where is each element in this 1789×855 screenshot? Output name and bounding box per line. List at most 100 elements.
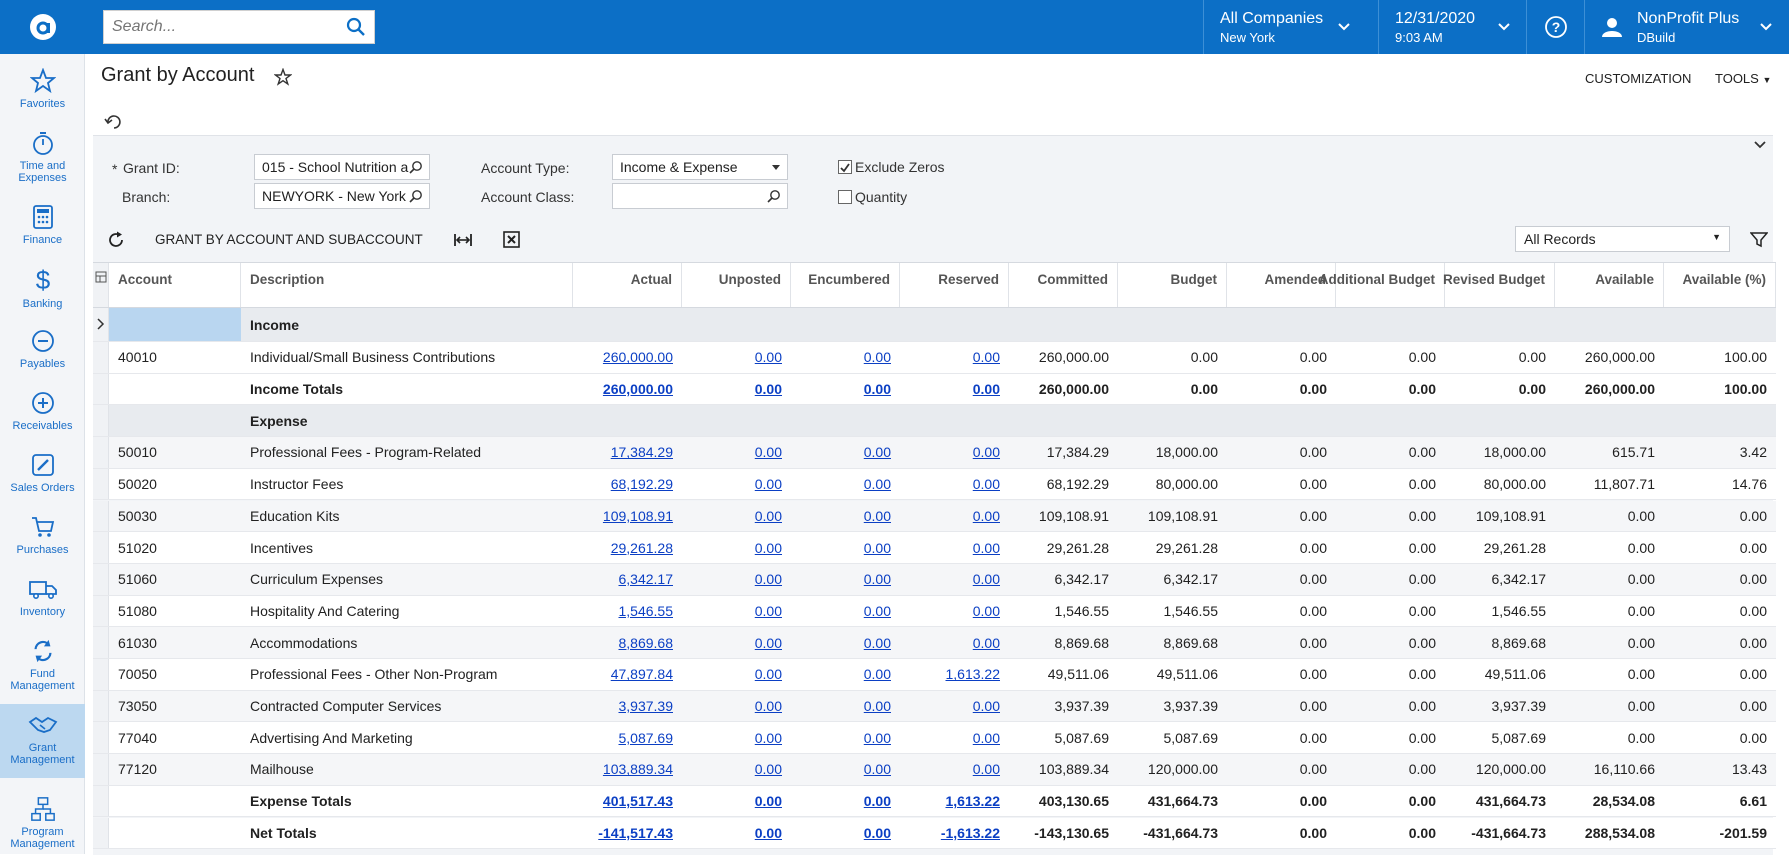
cell-link[interactable]: 0.00 (863, 381, 891, 398)
cell-reserved[interactable]: 0.00 (900, 437, 1009, 468)
cell-link[interactable]: 47,897.84 (610, 666, 673, 683)
account-class-field[interactable] (612, 183, 788, 209)
cell-encumbered[interactable]: 0.00 (791, 722, 900, 753)
table-row[interactable]: 73050 Contracted Computer Services 3,937.3… (93, 690, 1776, 723)
cell-link[interactable]: 0.00 (863, 666, 891, 683)
cell-link[interactable]: 0.00 (754, 824, 782, 841)
column-header-unposted[interactable]: Unposted (682, 263, 791, 307)
cell-link[interactable]: 401,517.43 (602, 793, 673, 810)
row-selector[interactable] (93, 373, 109, 405)
sidebar-item-favorites[interactable]: Favorites (0, 60, 85, 122)
cell-link[interactable]: 29,261.28 (610, 539, 673, 556)
app-logo[interactable] (0, 0, 85, 54)
cell-unposted[interactable]: 0.00 (682, 596, 791, 627)
row-selector[interactable] (93, 722, 109, 754)
group-row[interactable]: Expense (93, 405, 1776, 438)
search-icon[interactable] (346, 17, 366, 37)
column-header-additional[interactable]: Additional Budget (1319, 263, 1445, 307)
cell-encumbered[interactable]: 0.00 (791, 342, 900, 373)
cell-actual[interactable]: 6,342.17 (573, 564, 682, 595)
fit-columns-icon[interactable] (453, 232, 473, 248)
sidebar-item-fund-management[interactable]: Fund Management (0, 630, 85, 692)
column-header-account[interactable]: Account (109, 263, 241, 307)
row-selector[interactable] (93, 437, 109, 468)
cell-link[interactable]: 0.00 (972, 729, 1000, 746)
table-row[interactable]: 51020 Incentives 29,261.28 0.00 0.00 0.00 29,2… (93, 532, 1776, 564)
cell-reserved[interactable]: 1,613.22 (900, 786, 1009, 817)
cell-actual[interactable]: 260,000.00 (573, 374, 682, 405)
lookup-search-icon[interactable] (767, 189, 781, 203)
cell-actual[interactable]: 8,869.68 (573, 627, 682, 658)
cell-actual[interactable]: 68,192.29 (573, 469, 682, 500)
cell-actual[interactable]: 5,087.69 (573, 722, 682, 753)
row-selector[interactable] (93, 659, 109, 690)
cell-link[interactable]: 260,000.00 (602, 349, 673, 366)
cell-encumbered[interactable]: 0.00 (791, 627, 900, 658)
undo-icon[interactable] (104, 114, 122, 130)
cell-link[interactable]: 0.00 (972, 602, 1000, 619)
cell-link[interactable]: 6,342.17 (618, 571, 674, 588)
user-menu[interactable]: NonProfit Plus DBuild (1584, 0, 1789, 54)
column-header-committed[interactable]: Committed (1009, 263, 1118, 307)
cell-link[interactable]: 0.00 (863, 698, 891, 715)
cell-link[interactable]: 0.00 (863, 539, 891, 556)
cell-link[interactable]: 103,889.34 (602, 761, 673, 778)
table-row[interactable]: 51080 Hospitality And Catering 1,546.55 0.0… (93, 595, 1776, 628)
cell-encumbered[interactable]: 0.00 (791, 786, 900, 817)
column-settings-icon[interactable] (93, 263, 109, 307)
cell-reserved[interactable]: 0.00 (900, 501, 1009, 532)
cell-link[interactable]: 109,108.91 (602, 507, 673, 524)
cell-link[interactable]: 0.00 (754, 698, 782, 715)
cell-link[interactable]: 0.00 (863, 444, 891, 461)
cell-link[interactable]: 0.00 (972, 476, 1000, 493)
global-search[interactable] (103, 10, 375, 44)
row-selector[interactable] (93, 405, 109, 437)
collapse-chevron-icon[interactable] (1753, 139, 1767, 151)
cell-link[interactable]: -141,517.43 (598, 824, 673, 841)
cell-encumbered[interactable]: 0.00 (791, 754, 900, 785)
grant-id-field[interactable]: 015 - School Nutrition a (254, 154, 430, 180)
sidebar-item-grant-management[interactable]: Grant Management (0, 704, 85, 778)
cell-link[interactable]: 0.00 (972, 698, 1000, 715)
row-selector-chevron-icon[interactable] (93, 308, 109, 341)
tools-menu[interactable]: TOOLS ▼ (1715, 71, 1771, 86)
cell-unposted[interactable]: 0.00 (682, 374, 791, 405)
cell-actual[interactable]: 109,108.91 (573, 501, 682, 532)
cell-encumbered[interactable]: 0.00 (791, 818, 900, 849)
cell-link[interactable]: 0.00 (754, 539, 782, 556)
cell-link[interactable]: 0.00 (972, 634, 1000, 651)
cell-link[interactable]: 0.00 (754, 476, 782, 493)
column-header-reserved[interactable]: Reserved (900, 263, 1009, 307)
cell-unposted[interactable]: 0.00 (682, 564, 791, 595)
cell-reserved[interactable]: 0.00 (900, 722, 1009, 753)
export-excel-icon[interactable] (503, 231, 520, 248)
cell-link[interactable]: 0.00 (972, 381, 1000, 398)
favorite-star-icon[interactable] (274, 68, 292, 86)
table-row[interactable]: 61030 Accommodations 8,869.68 0.00 0.00 0.00 8… (93, 627, 1776, 659)
column-header-revised[interactable]: Revised Budget (1443, 263, 1555, 307)
cell-link[interactable]: 0.00 (972, 571, 1000, 588)
cell-encumbered[interactable]: 0.00 (791, 469, 900, 500)
cell-link[interactable]: 0.00 (754, 381, 782, 398)
account-type-select[interactable]: Income & Expense (612, 154, 788, 180)
cell-encumbered[interactable]: 0.00 (791, 564, 900, 595)
row-selector[interactable] (93, 690, 109, 722)
cell-encumbered[interactable]: 0.00 (791, 501, 900, 532)
cell-link[interactable]: 1,546.55 (618, 602, 674, 619)
cell-link[interactable]: 0.00 (754, 571, 782, 588)
cell-unposted[interactable]: 0.00 (682, 659, 791, 690)
column-header-available[interactable]: Available (1555, 263, 1664, 307)
records-filter-select[interactable]: All Records ▼ (1515, 226, 1730, 252)
cell-link[interactable]: 0.00 (972, 349, 1000, 366)
cell-link[interactable]: 0.00 (754, 761, 782, 778)
cell-link[interactable]: 0.00 (863, 349, 891, 366)
lookup-search-icon[interactable] (409, 189, 423, 203)
sidebar-item-inventory[interactable]: Inventory (0, 568, 85, 630)
cell-encumbered[interactable]: 0.00 (791, 532, 900, 563)
table-row[interactable]: 50030 Education Kits 109,108.91 0.00 0.00 0.0… (93, 500, 1776, 533)
cell-link[interactable]: 0.00 (863, 634, 891, 651)
column-header-encumbered[interactable]: Encumbered (791, 263, 900, 307)
row-selector[interactable] (93, 785, 109, 817)
cell-unposted[interactable]: 0.00 (682, 754, 791, 785)
cell-link[interactable]: 3,937.39 (618, 698, 674, 715)
